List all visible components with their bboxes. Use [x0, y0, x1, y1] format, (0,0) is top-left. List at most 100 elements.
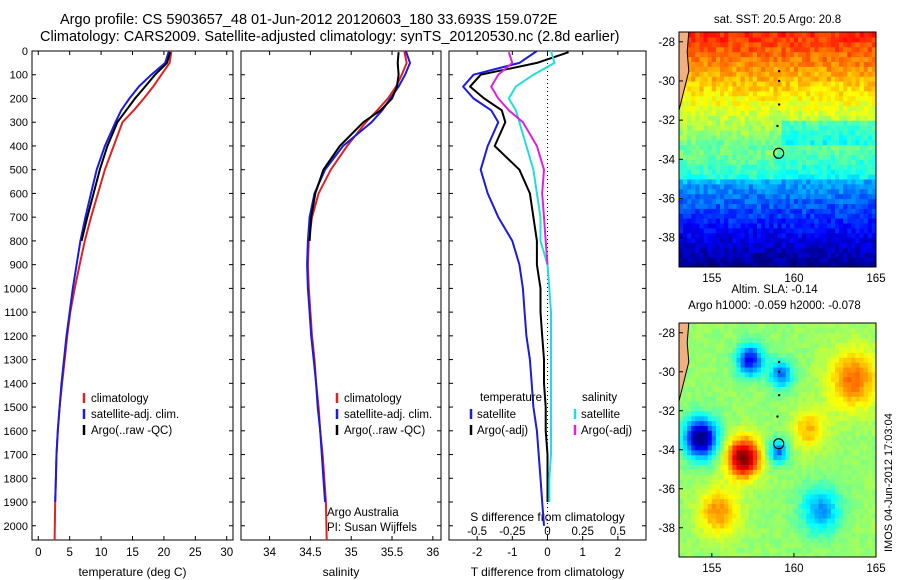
- map-cell: [715, 425, 721, 431]
- map-cell: [867, 257, 873, 263]
- map-cell: [818, 76, 824, 82]
- map-cell: [703, 85, 709, 92]
- map-cell: [830, 257, 836, 263]
- map-cell: [765, 41, 770, 48]
- map-cell: [728, 474, 733, 480]
- map-cell: [806, 242, 811, 248]
- map-cell: [752, 469, 758, 475]
- map-cell: [765, 376, 770, 383]
- map-cell: [736, 537, 742, 543]
- map-cell: [847, 396, 852, 402]
- map-cell: [720, 527, 725, 534]
- map-cell: [835, 464, 840, 470]
- map-cell: [728, 213, 733, 219]
- map-cell: [752, 547, 758, 553]
- map-cell: [761, 376, 766, 383]
- map-cell: [724, 247, 729, 253]
- map-cell: [744, 139, 750, 146]
- map-cell: [793, 46, 799, 53]
- map-cell: [789, 542, 795, 548]
- map-cell: [785, 498, 791, 504]
- map-cell: [863, 71, 869, 77]
- map-cell: [732, 415, 738, 422]
- map-cell: [830, 357, 836, 363]
- map-cell: [728, 542, 733, 548]
- map-cell: [695, 503, 701, 509]
- map-cell: [785, 542, 791, 548]
- map-cell: [728, 327, 733, 334]
- map-cell: [744, 542, 750, 548]
- map-cell: [691, 66, 696, 72]
- map-cell: [769, 90, 774, 97]
- map-cell: [851, 327, 857, 334]
- map-cell: [748, 386, 754, 392]
- map-cell: [859, 159, 865, 165]
- map-cell: [695, 247, 701, 253]
- map-cell: [806, 464, 811, 470]
- map-cell: [699, 71, 705, 77]
- map-cell: [728, 376, 733, 383]
- map-cell: [777, 222, 783, 229]
- map-cell: [871, 498, 876, 504]
- map-cell: [871, 115, 876, 121]
- map-cell: [871, 464, 876, 470]
- map-cell: [781, 425, 787, 431]
- map-cell: [814, 56, 820, 62]
- map-cell: [740, 381, 746, 387]
- map-cell: [748, 76, 754, 82]
- map-cell: [724, 183, 729, 190]
- map-cell: [703, 203, 709, 209]
- map-cell: [835, 347, 840, 353]
- map-cell: [785, 386, 791, 392]
- map-cell: [761, 242, 766, 248]
- map-cell: [683, 435, 688, 441]
- map-cell: [863, 362, 869, 368]
- map-cell: [851, 352, 857, 358]
- map-cell: [785, 518, 791, 524]
- map-cell: [724, 415, 729, 422]
- map-cell: [781, 95, 787, 102]
- map-cell: [703, 415, 709, 422]
- map-cell: [830, 444, 836, 451]
- map-cell: [871, 537, 876, 543]
- map-cell: [835, 85, 840, 92]
- map-cell: [839, 386, 844, 392]
- map-cell: [863, 174, 869, 180]
- map-cell: [711, 208, 717, 214]
- map-cell: [814, 71, 820, 77]
- map-cell: [761, 498, 766, 504]
- map-cell: [683, 503, 688, 509]
- map-cell: [765, 347, 770, 353]
- map-cell: [806, 46, 811, 53]
- map-cell: [789, 198, 795, 204]
- map-cell: [855, 81, 861, 87]
- map-cell: [855, 371, 861, 378]
- map-cell: [847, 262, 852, 267]
- map-cell: [863, 537, 869, 543]
- map-cell: [757, 323, 762, 329]
- map-cell: [802, 178, 807, 185]
- map-cell: [752, 332, 758, 339]
- map-cell: [757, 174, 762, 180]
- map-cell: [847, 227, 852, 234]
- map-cell: [732, 542, 738, 548]
- map-cell: [785, 237, 791, 244]
- map-cell: [720, 474, 725, 480]
- map-cell: [715, 242, 721, 248]
- map-cell: [810, 337, 815, 344]
- map-cell: [839, 222, 844, 229]
- map-cell: [777, 188, 783, 195]
- map-cell: [695, 51, 701, 58]
- map-cell: [781, 454, 787, 461]
- map-cell: [724, 552, 729, 557]
- map-cell: [687, 503, 692, 509]
- map-cell: [695, 474, 701, 480]
- map-cell: [843, 405, 848, 412]
- map-cell: [748, 164, 754, 170]
- map-cell: [691, 203, 696, 209]
- map-cell: [687, 159, 692, 165]
- map-cell: [740, 222, 746, 229]
- map-cell: [843, 386, 848, 392]
- map-cell: [740, 493, 746, 500]
- map-cell: [695, 537, 701, 543]
